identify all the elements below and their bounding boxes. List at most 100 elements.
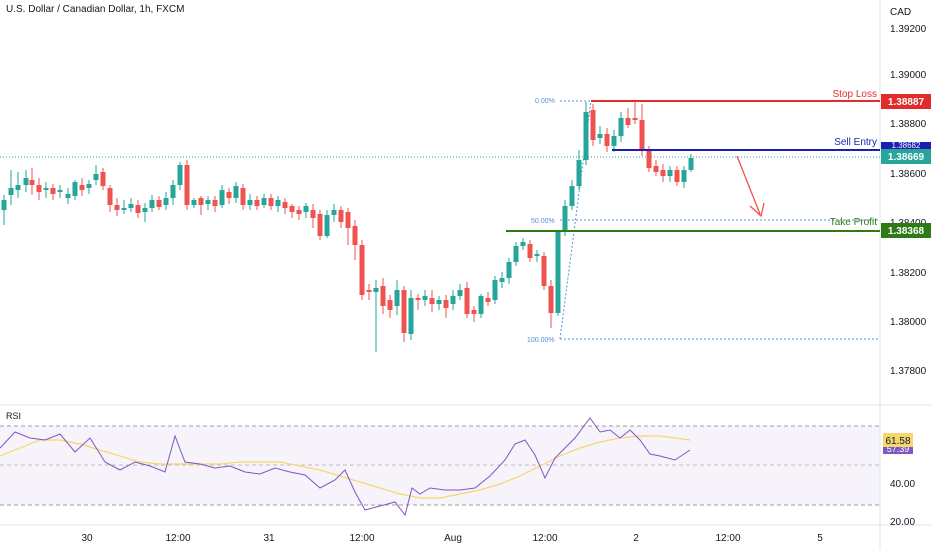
candle-body	[618, 118, 624, 136]
candle-body	[86, 184, 92, 188]
candle-body	[366, 290, 372, 292]
candle-body	[359, 245, 365, 295]
candle-body	[674, 170, 680, 182]
candle-body	[534, 254, 540, 256]
candle-body	[93, 174, 99, 180]
fib-label-50: 50.00%	[531, 218, 555, 225]
candle-body	[121, 208, 127, 210]
candle-body	[485, 298, 491, 302]
svg-text:1.38887: 1.38887	[888, 97, 925, 108]
candle-body	[191, 200, 197, 205]
take-profit-price-badge: 1.38368	[881, 223, 931, 238]
price-tick: 1.37800	[890, 366, 927, 377]
candle-body	[233, 186, 239, 198]
candle-body	[317, 214, 323, 236]
candle-body	[282, 202, 288, 208]
candle-body	[8, 188, 14, 195]
candle-body	[660, 170, 666, 176]
candle-body	[576, 160, 582, 186]
candle-body	[149, 200, 155, 208]
svg-text:1.38669: 1.38669	[888, 152, 925, 163]
candle-body	[352, 226, 358, 245]
candle-body	[422, 296, 428, 300]
candle-body	[681, 170, 687, 182]
take-profit-level[interactable]: Take Profit	[506, 217, 880, 232]
candle-body	[457, 290, 463, 296]
candle-body	[667, 170, 673, 176]
candle-body	[331, 210, 337, 215]
svg-text:1.38368: 1.38368	[888, 226, 925, 237]
candle-body	[380, 286, 386, 306]
candle-body	[310, 210, 316, 218]
stop-loss-price-badge: 1.38887	[881, 94, 931, 109]
candle-body	[408, 298, 414, 334]
price-tick: 1.39200	[890, 24, 927, 35]
candle-body	[65, 194, 71, 198]
candle-body	[338, 210, 344, 222]
currency-label[interactable]: CAD	[890, 7, 912, 18]
current-price-badge: 1.38669	[881, 149, 931, 164]
time-label: 31	[263, 533, 275, 544]
svg-text:61.58: 61.58	[885, 436, 910, 447]
candle-body	[226, 192, 232, 198]
candle-body	[394, 290, 400, 306]
stop-loss-level[interactable]: Stop Loss	[591, 89, 880, 102]
rsi-ma-line	[0, 435, 691, 499]
price-tick: 1.38200	[890, 268, 927, 279]
candle-body	[401, 290, 407, 333]
candle-body	[429, 298, 435, 304]
time-label: 5	[817, 533, 823, 544]
candle-body	[107, 188, 113, 205]
price-tick: 1.38600	[890, 169, 927, 180]
fib-label-0: 0.00%	[535, 98, 555, 105]
time-label: 30	[81, 533, 93, 544]
price-tick: 1.38000	[890, 317, 927, 328]
rsi-tick: 40.00	[890, 479, 915, 490]
candle-body	[541, 256, 547, 286]
sell-entry-level[interactable]: Sell Entry	[612, 137, 880, 151]
candle-body	[177, 165, 183, 185]
time-label: 2	[633, 533, 639, 544]
candle-body	[471, 310, 477, 314]
candle-body	[625, 118, 631, 125]
candle-body	[296, 210, 302, 214]
candle-body	[583, 112, 589, 160]
candle-body	[114, 205, 120, 210]
sell-entry-price-badge: 1.38682	[881, 141, 931, 150]
time-axis[interactable]: 30 12:00 31 12:00 Aug 12:00 2 12:00 5	[81, 533, 823, 544]
rsi-ma-badge: 57.39	[883, 444, 913, 454]
candle-body	[506, 262, 512, 278]
time-label: 12:00	[165, 533, 190, 544]
candle-body	[639, 120, 645, 150]
candle-body	[436, 300, 442, 304]
time-label: 12:00	[532, 533, 557, 544]
candle-body	[450, 296, 456, 304]
candle-body	[72, 182, 78, 196]
candle-body	[198, 198, 204, 205]
candle-body	[646, 150, 652, 168]
candle-body	[205, 200, 211, 204]
candle-body	[247, 200, 253, 205]
fib-label-100: 100.00%	[527, 337, 555, 344]
candle-body	[548, 286, 554, 313]
candle-body	[345, 212, 351, 228]
candle-body	[464, 288, 470, 314]
candle-body	[23, 178, 29, 185]
candle-body	[100, 172, 106, 186]
price-axis[interactable]: 1.39200 1.39000 1.38800 1.38600 1.38400 …	[890, 24, 927, 377]
candle-body	[492, 280, 498, 300]
candle-body	[43, 188, 49, 190]
fib-retracement[interactable]: 0.00% 50.00% 100.00%	[527, 98, 880, 344]
candle-body	[373, 288, 379, 292]
candle-body	[79, 185, 85, 190]
candle-body	[170, 185, 176, 198]
candle-body	[1, 200, 7, 210]
candle-body	[443, 300, 449, 308]
rsi-pane-label: RSI	[6, 411, 22, 421]
down-arrow-icon	[736, 155, 765, 218]
rsi-line	[0, 417, 691, 517]
candle-body	[268, 198, 274, 206]
candle-body	[240, 188, 246, 205]
candle-body	[212, 200, 218, 206]
